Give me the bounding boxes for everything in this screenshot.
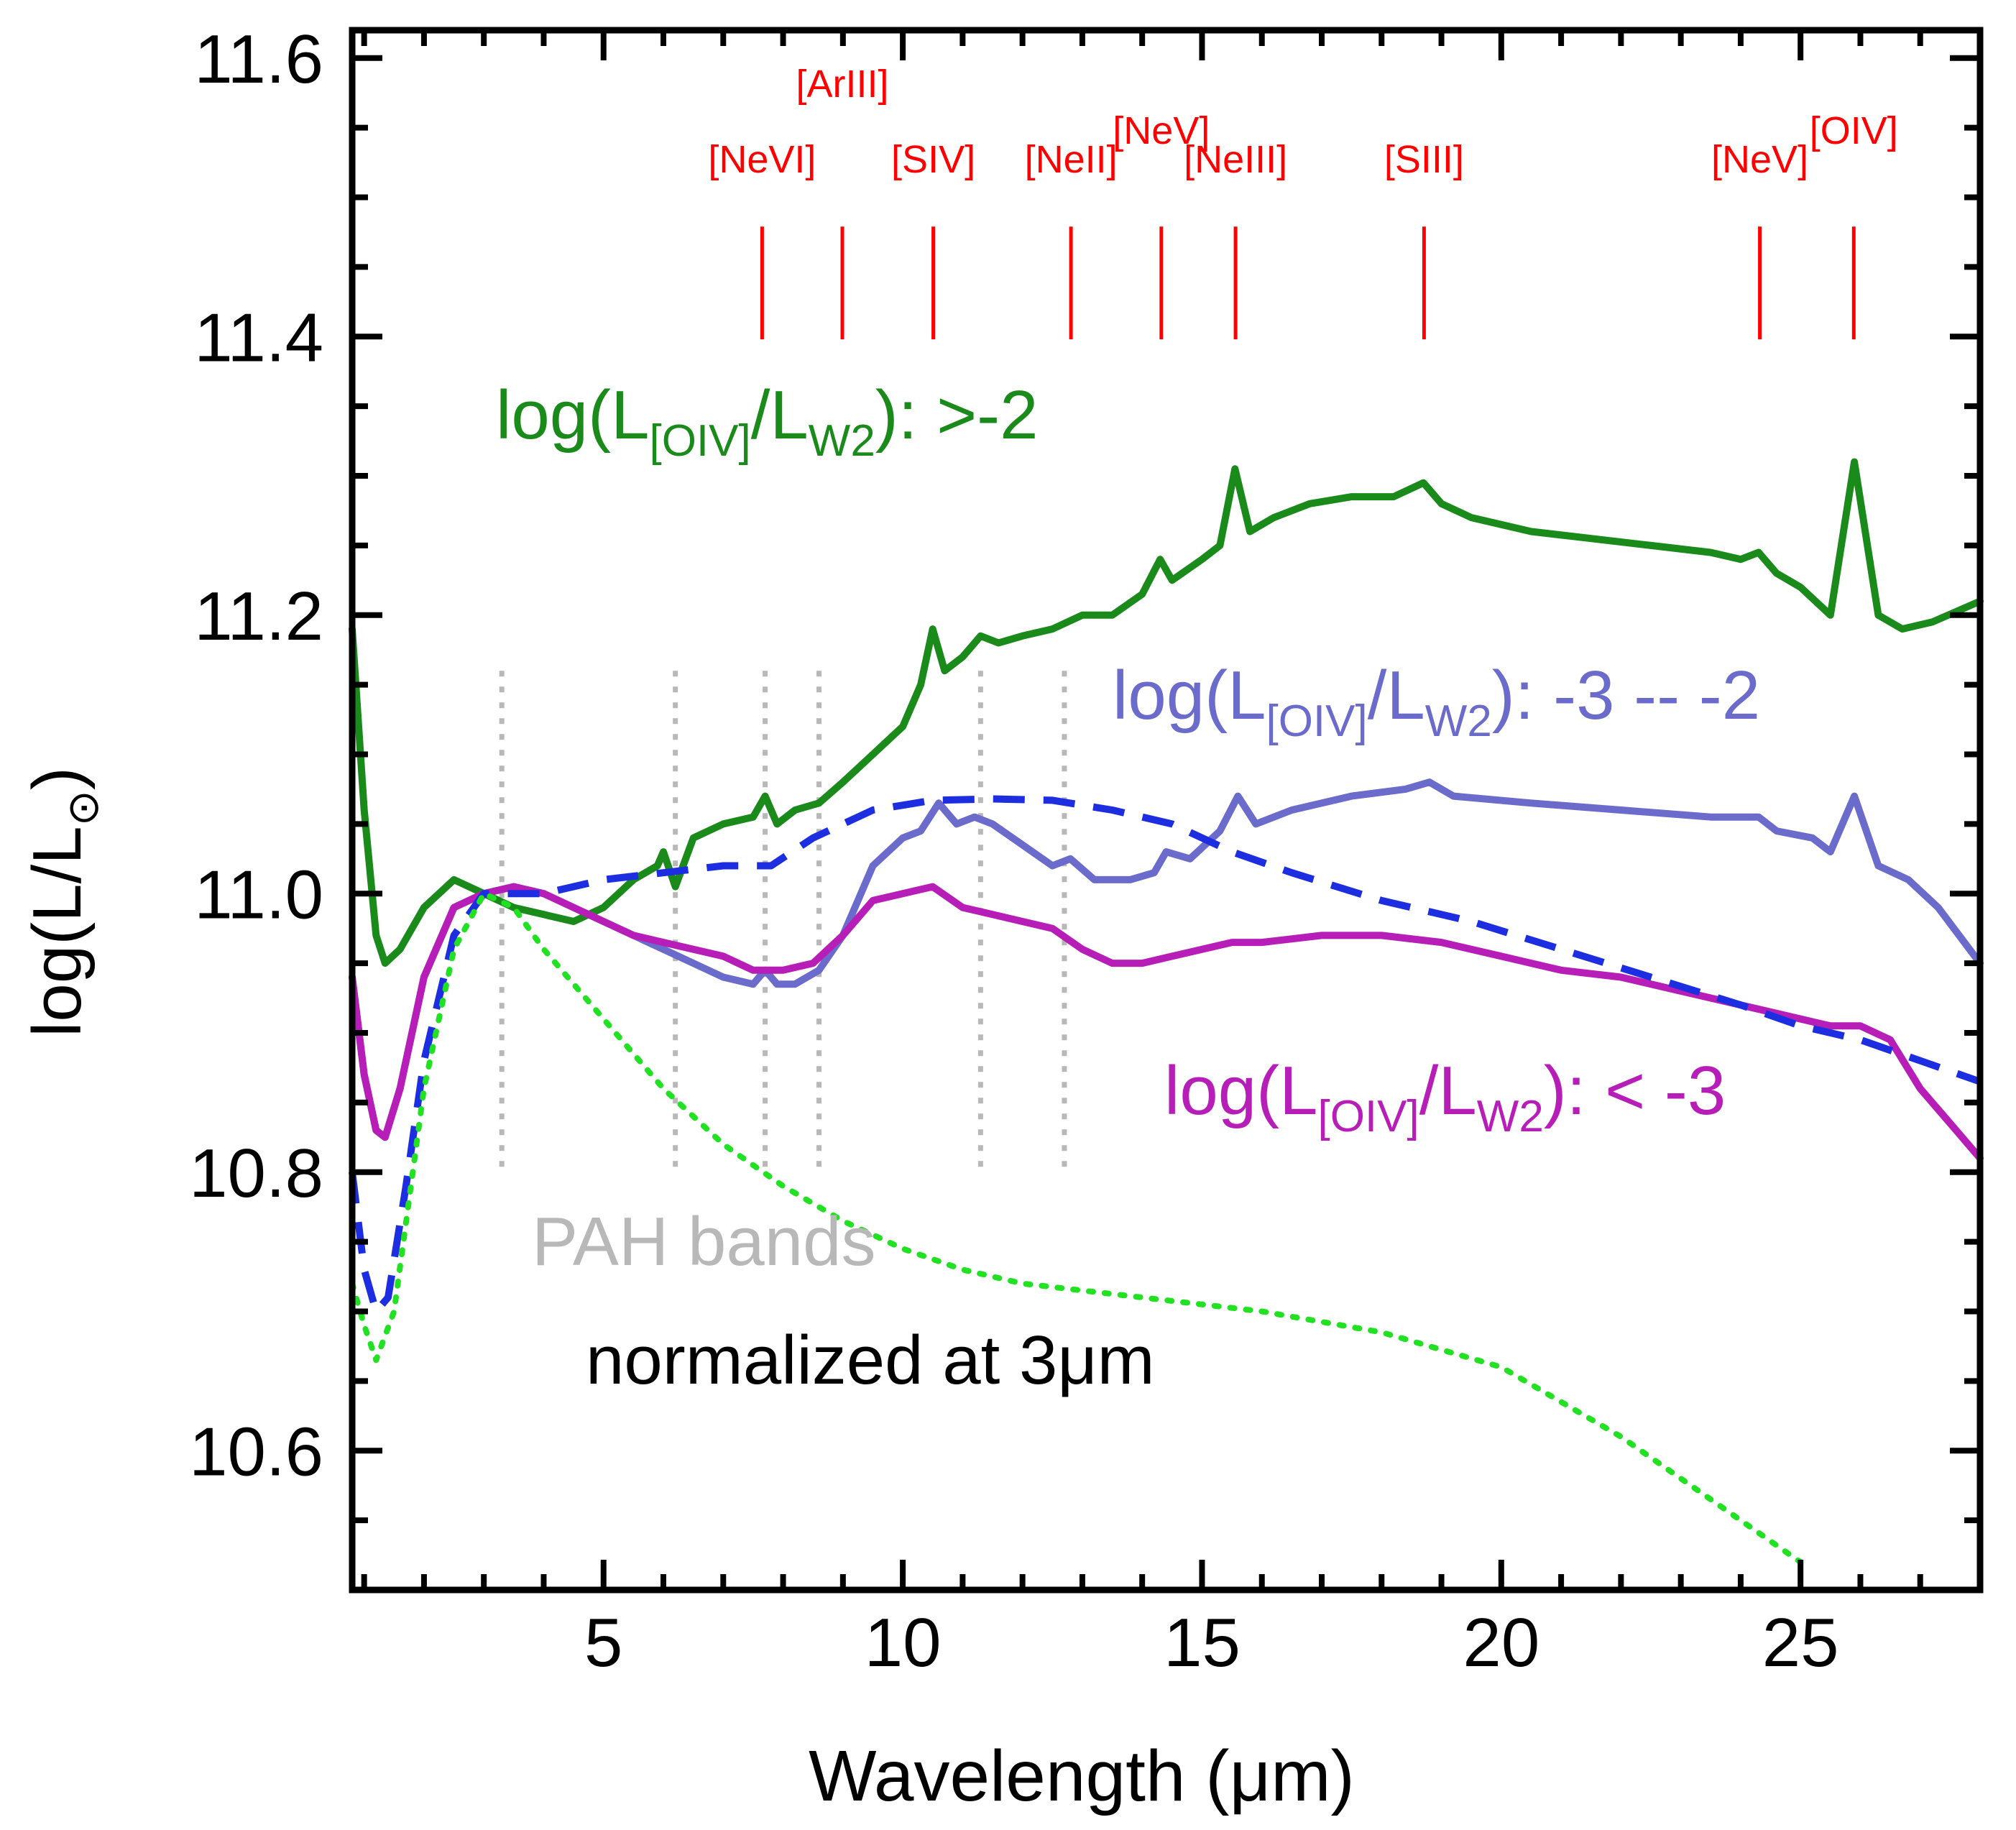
y-tick-label-0: 10.6 (189, 1413, 323, 1490)
y-tick-label-2: 11.0 (194, 856, 323, 933)
series-label-sub1: [OIV] (1317, 1092, 1419, 1141)
series-line-3 (349, 795, 1982, 1315)
series-line-2 (349, 883, 1984, 1162)
x-axis-label: Wavelength (μm) (809, 1736, 1355, 1816)
emission-label-6: [SIII] (1384, 138, 1464, 181)
series-label-suffix: ): < -3 (1544, 1052, 1726, 1129)
series-label-sub1: [OIV] (1266, 696, 1367, 746)
x-tick-label-10: 10 (865, 1604, 942, 1681)
normalization-annotation: normalized at 3μm (586, 1322, 1155, 1399)
series-label-suffix: ): >-2 (875, 377, 1039, 454)
series-label-mid: /L (751, 377, 809, 454)
x-tick-label-15: 15 (1164, 1604, 1241, 1681)
sun-symbol: ⊙ (59, 790, 107, 826)
emission-label-3: [NeII] (1025, 138, 1118, 181)
y-tick-label-3: 11.2 (194, 578, 323, 655)
series-label-suffix: ): -3 -- -2 (1492, 657, 1760, 734)
pah-annotation: PAH bands (532, 1203, 876, 1280)
series-label-0: log(L[OIV]/LW2): >-2 (496, 377, 1039, 466)
plot-axes: 5 10 15 20 25 10.6 10.8 11.0 11.2 11.4 11.6 (189, 21, 1984, 1681)
emission-label-5: [NeIII] (1184, 138, 1287, 181)
series-label-mid: /L (1419, 1052, 1477, 1129)
series-label-1: log(L[OIV]/LW2): -3 -- -2 (1113, 657, 1760, 746)
y-tick-label-5: 11.6 (194, 21, 323, 98)
series-label-sub2: W2 (1425, 696, 1492, 746)
series-label-sub1: [OIV] (649, 416, 750, 466)
emission-label-7: [NeV] (1711, 138, 1808, 181)
sed-series (349, 458, 1984, 1565)
x-tick-label-20: 20 (1463, 1604, 1539, 1681)
series-label-sub2: W2 (809, 416, 875, 466)
series-label-prefix: log(L (1113, 657, 1266, 734)
emission-label-1: [ArIII] (796, 63, 888, 106)
emission-line-markers: [NeVI][ArIII][SIV] [NeII][NeV][NeIII] [SII… (708, 63, 1898, 340)
series-label-prefix: log(L (496, 377, 649, 454)
series-label-prefix: log(L (1164, 1052, 1317, 1129)
series-line-4 (349, 891, 1804, 1565)
pah-band-markers (499, 671, 1067, 1172)
y-axis-label-close: ) (19, 767, 96, 790)
series-label-mid: /L (1368, 657, 1425, 734)
emission-label-2: [SIV] (891, 138, 975, 181)
y-axis-label-main: log(L/L (19, 826, 96, 1037)
emission-label-0: [NeVI] (708, 138, 816, 181)
y-tick-label-4: 11.4 (194, 299, 323, 376)
x-tick-label-5: 5 (584, 1604, 622, 1681)
x-tick-label-25: 25 (1762, 1604, 1839, 1681)
y-axis-label: log(L/L⊙) (19, 767, 107, 1037)
emission-label-8: [OIV] (1810, 109, 1898, 152)
emission-label-4: [NeV] (1113, 109, 1210, 152)
y-tick-label-1: 10.8 (189, 1135, 323, 1212)
series-label-2: log(L[OIV]/LW2): < -3 (1164, 1052, 1726, 1141)
plot-frame (349, 27, 1984, 1594)
series-label-sub2: W2 (1477, 1092, 1544, 1141)
